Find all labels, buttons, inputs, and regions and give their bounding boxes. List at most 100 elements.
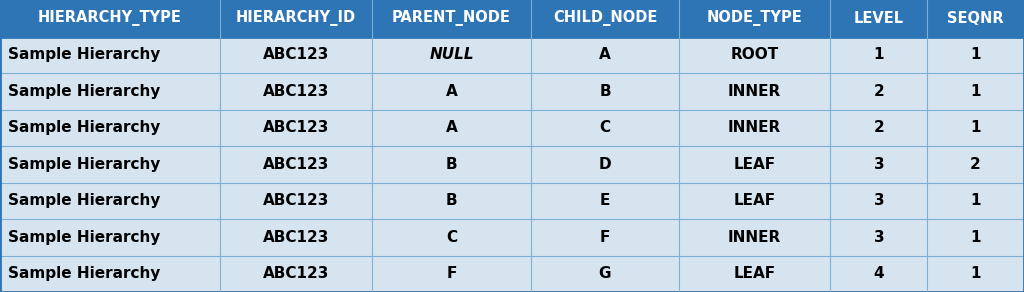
Bar: [830, 182, 927, 219]
Text: PARENT_NODE: PARENT_NODE: [392, 10, 511, 26]
Bar: [679, 73, 830, 110]
Text: C: C: [599, 120, 610, 135]
Text: ABC123: ABC123: [263, 47, 329, 62]
Bar: [220, 182, 372, 219]
Text: F: F: [600, 230, 610, 245]
Text: LEVEL: LEVEL: [854, 11, 904, 26]
Text: INNER: INNER: [728, 230, 781, 245]
Text: 2: 2: [873, 120, 884, 135]
Text: LEAF: LEAF: [733, 266, 775, 281]
Text: HIERARCHY_TYPE: HIERARCHY_TYPE: [38, 10, 182, 26]
Bar: [372, 0, 531, 36]
Bar: [679, 146, 830, 182]
Bar: [220, 36, 372, 73]
Bar: [927, 110, 1024, 146]
Bar: [372, 219, 531, 256]
Bar: [927, 182, 1024, 219]
Text: 1: 1: [971, 266, 981, 281]
Bar: [830, 146, 927, 182]
Bar: [372, 182, 531, 219]
Bar: [531, 73, 679, 110]
Text: ABC123: ABC123: [263, 230, 329, 245]
Bar: [679, 256, 830, 292]
Text: ABC123: ABC123: [263, 266, 329, 281]
Text: E: E: [600, 193, 610, 208]
Text: Sample Hierarchy: Sample Hierarchy: [8, 193, 161, 208]
Text: NODE_TYPE: NODE_TYPE: [707, 10, 803, 26]
Bar: [679, 36, 830, 73]
Bar: [372, 73, 531, 110]
Bar: [372, 36, 531, 73]
Text: B: B: [445, 193, 458, 208]
Bar: [679, 182, 830, 219]
Text: Sample Hierarchy: Sample Hierarchy: [8, 84, 161, 99]
Text: Sample Hierarchy: Sample Hierarchy: [8, 157, 161, 172]
Text: 3: 3: [873, 157, 884, 172]
Bar: [830, 110, 927, 146]
Bar: [372, 146, 531, 182]
Bar: [0, 146, 220, 182]
Text: 1: 1: [971, 193, 981, 208]
Bar: [927, 146, 1024, 182]
Text: A: A: [599, 47, 610, 62]
Text: Sample Hierarchy: Sample Hierarchy: [8, 230, 161, 245]
Bar: [0, 73, 220, 110]
Bar: [372, 110, 531, 146]
Text: 2: 2: [873, 84, 884, 99]
Text: D: D: [599, 157, 611, 172]
Text: INNER: INNER: [728, 84, 781, 99]
Bar: [927, 0, 1024, 36]
Bar: [0, 110, 220, 146]
Bar: [927, 219, 1024, 256]
Text: A: A: [445, 84, 458, 99]
Bar: [531, 219, 679, 256]
Text: LEAF: LEAF: [733, 157, 775, 172]
Text: ABC123: ABC123: [263, 84, 329, 99]
Text: 1: 1: [971, 120, 981, 135]
Bar: [531, 146, 679, 182]
Bar: [531, 182, 679, 219]
Text: NULL: NULL: [429, 47, 474, 62]
Bar: [0, 182, 220, 219]
Bar: [0, 0, 220, 36]
Text: HIERARCHY_ID: HIERARCHY_ID: [236, 10, 356, 26]
Bar: [679, 219, 830, 256]
Text: A: A: [445, 120, 458, 135]
Bar: [531, 0, 679, 36]
Bar: [531, 256, 679, 292]
Text: G: G: [599, 266, 611, 281]
Bar: [927, 36, 1024, 73]
Text: CHILD_NODE: CHILD_NODE: [553, 10, 657, 26]
Text: ABC123: ABC123: [263, 193, 329, 208]
Bar: [220, 256, 372, 292]
Bar: [0, 219, 220, 256]
Text: B: B: [445, 157, 458, 172]
Bar: [531, 110, 679, 146]
Bar: [0, 256, 220, 292]
Bar: [927, 73, 1024, 110]
Bar: [830, 73, 927, 110]
Text: 3: 3: [873, 230, 884, 245]
Bar: [220, 219, 372, 256]
Text: INNER: INNER: [728, 120, 781, 135]
Text: 2: 2: [970, 157, 981, 172]
Text: ROOT: ROOT: [730, 47, 778, 62]
Text: C: C: [445, 230, 457, 245]
Text: Sample Hierarchy: Sample Hierarchy: [8, 120, 161, 135]
Text: 1: 1: [971, 47, 981, 62]
Bar: [220, 110, 372, 146]
Text: Sample Hierarchy: Sample Hierarchy: [8, 266, 161, 281]
Bar: [372, 256, 531, 292]
Text: SEQNR: SEQNR: [947, 11, 1004, 26]
Text: ABC123: ABC123: [263, 120, 329, 135]
Text: LEAF: LEAF: [733, 193, 775, 208]
Bar: [830, 219, 927, 256]
Bar: [220, 146, 372, 182]
Text: 3: 3: [873, 193, 884, 208]
Bar: [830, 256, 927, 292]
Text: F: F: [446, 266, 457, 281]
Text: 1: 1: [873, 47, 884, 62]
Bar: [220, 73, 372, 110]
Bar: [0, 36, 220, 73]
Bar: [830, 0, 927, 36]
